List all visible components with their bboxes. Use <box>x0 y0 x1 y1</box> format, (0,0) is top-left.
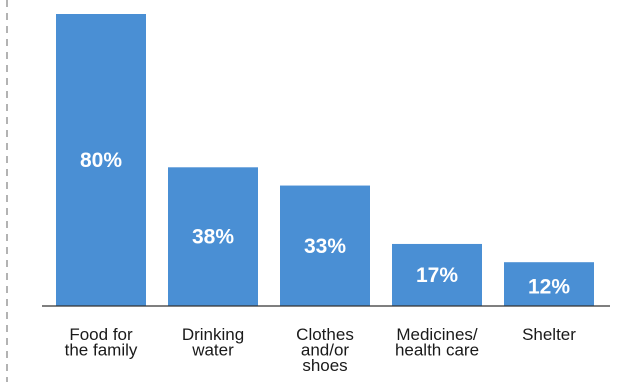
bar-value-label-4: 12% <box>528 275 570 298</box>
category-label-3: Medicines/health care <box>395 325 479 360</box>
bar-value-label-3: 17% <box>416 264 458 287</box>
bar-0 <box>56 14 146 306</box>
bar-1 <box>168 167 258 306</box>
bar-value-label-2: 33% <box>304 235 346 258</box>
bar-3 <box>392 243 482 306</box>
category-labels-group: Food for the family Drinking water Clothes an… <box>65 325 577 375</box>
category-label-2: Clothes and/or shoes <box>296 325 354 375</box>
bar-value-label-1: 38% <box>192 226 234 249</box>
category-label-1: Drinking water <box>182 325 244 360</box>
bars-group: 80% 38% 33% 17% 12% <box>56 14 594 306</box>
category-label-0: Food for the family <box>65 325 138 360</box>
bar-2 <box>280 185 370 306</box>
bar-value-label-0: 80% <box>80 149 122 172</box>
category-label-4: Shelter <box>522 325 576 344</box>
bar-4 <box>504 262 594 306</box>
